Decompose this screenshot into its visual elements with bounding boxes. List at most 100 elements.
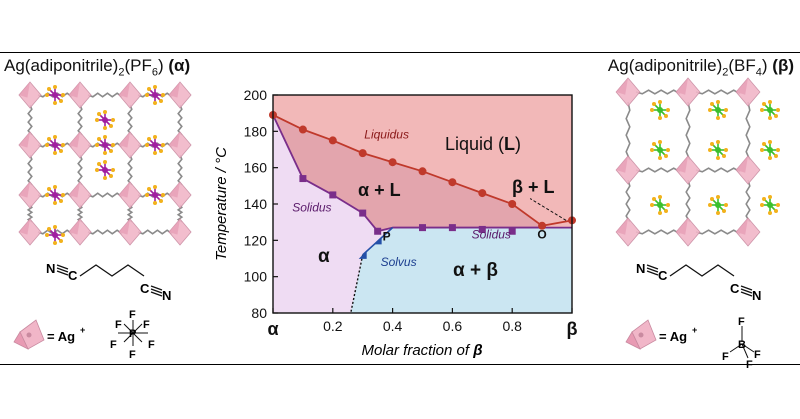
liquidus-point (328, 136, 337, 145)
solvus-point (358, 250, 367, 259)
adiponitrile-linker (126, 204, 134, 223)
adiponitrile-linker (685, 179, 691, 223)
pf6-anion-fluorine (147, 87, 151, 91)
ag-octahedron-face (616, 156, 628, 173)
bf4-anion-fluorine (652, 142, 656, 146)
x-tick-label: 0.4 (383, 318, 403, 334)
pf6-anion-fluorine (61, 193, 65, 197)
svg-text:F: F (148, 339, 155, 351)
data-markers (269, 110, 576, 259)
bf4-anion-fluorine (708, 108, 712, 112)
bf4-anion-fluorine (666, 108, 670, 112)
svg-text:+: + (80, 325, 85, 335)
bf4-anion-fluorine (716, 140, 720, 144)
bf4-anion-fluorine (724, 108, 728, 112)
pf6-anion-center (52, 232, 58, 238)
alpha-plus-beta-label: α + β (453, 260, 498, 281)
bf4-anion-fluorine (760, 148, 764, 152)
svg-text:F: F (738, 316, 745, 328)
liquidus-point (448, 178, 457, 187)
bf4-anion-fluorine (664, 114, 668, 118)
bf4-anion-fluorine (658, 116, 662, 120)
adiponitrile-linker (745, 101, 751, 161)
solidus-point (478, 225, 486, 233)
liquidus-point (388, 158, 397, 167)
pf6-anion-fluorine (97, 112, 101, 116)
alpha-plus-liquid-label: α + L (358, 180, 401, 200)
pf6-anion-fluorine (47, 187, 51, 191)
svg-text:F: F (110, 339, 117, 351)
ag-octahedron-face (68, 219, 80, 235)
ag-octahedron-face (616, 218, 628, 235)
bf4-anion-center (767, 202, 773, 208)
x-tick-label: 0.2 (323, 318, 343, 334)
adiponitrile-linker (635, 89, 681, 95)
pf6-anion-fluorine (103, 126, 107, 130)
ag-octahedron-face (616, 78, 628, 95)
pf6-anion-fluorine (47, 137, 51, 141)
pf6-anion-fluorine (61, 93, 65, 97)
pf6-anion-fluorine (95, 118, 99, 122)
bf4-anion-structure: F B F F F (722, 316, 761, 371)
pf6-anion-fluorine (47, 227, 51, 231)
pf6-anion-fluorine (111, 118, 115, 122)
adiponitrile-linker (77, 104, 83, 136)
adiponitrile-linker (76, 204, 84, 223)
x-tick-label: 0.8 (502, 318, 522, 334)
bf4-anion-fluorine (658, 100, 662, 104)
bf4-anion-fluorine (768, 140, 772, 144)
bf4-anion-fluorine (710, 102, 714, 106)
adiponitrile-linker (87, 229, 123, 235)
pf6-anion-center (152, 92, 158, 98)
bf4-anion-fluorine (768, 156, 772, 160)
bf4-anion-fluorine (710, 142, 714, 146)
ag-octahedron-face (118, 132, 130, 148)
annotation-o: O (537, 228, 546, 242)
pf6-anion-fluorine (147, 187, 151, 191)
adiponitrile-linker (745, 179, 751, 223)
bf4-anion-fluorine (708, 148, 712, 152)
adiponitrile-linker (695, 89, 741, 95)
bf4-anion-fluorine (760, 108, 764, 112)
svg-text:N: N (46, 261, 55, 276)
pf6-anion-fluorine (53, 185, 57, 189)
solidus-point (508, 227, 516, 235)
adiponitrile-molecule-left: N C C N (46, 261, 171, 303)
y-tick-label: 140 (244, 196, 268, 212)
bf4-anion-fluorine (760, 203, 764, 207)
pf6-anion-fluorine (95, 143, 99, 147)
annotation-liquidus: Liquidus (364, 128, 409, 142)
pf6-anion-fluorine (153, 135, 157, 139)
bf4-anion-fluorine (710, 197, 714, 201)
pf6-anion-fluorine (61, 143, 65, 147)
svg-text:N: N (636, 261, 645, 276)
ag-octahedron-face (168, 132, 180, 148)
solidus-point (448, 224, 456, 232)
bf4-anion-fluorine (776, 203, 780, 207)
svg-text:B: B (738, 339, 746, 351)
bf4-anion-fluorine (768, 195, 772, 199)
ag-octahedron-face (118, 82, 130, 98)
solvus-extrapolation (350, 254, 364, 314)
svg-text:+: + (692, 325, 697, 335)
adiponitrile-linker (127, 154, 133, 186)
bf4-anion-fluorine (658, 195, 662, 199)
adiponitrile-linker (635, 229, 681, 235)
adiponitrile-linker (177, 154, 183, 186)
svg-text:N: N (162, 288, 171, 303)
left-compound-title: Ag(adiponitrile)2(PF6) (α) (4, 56, 191, 79)
ag-octahedron-face (118, 219, 130, 235)
bf4-anion-center (657, 147, 663, 153)
y-tick-label: 200 (244, 87, 268, 103)
pf6-anion-fluorine (53, 241, 57, 245)
pf6-anion-fluorine (59, 99, 63, 103)
x-axis-title: Molar fraction of β (361, 342, 482, 359)
bottom-divider (0, 364, 800, 365)
pf6-anion-fluorine (53, 225, 57, 229)
bf4-anion-fluorine (664, 209, 668, 213)
pf6-anion-fluorine (109, 124, 113, 128)
adiponitrile-linker (87, 92, 123, 98)
pf6-anion-fluorine (59, 149, 63, 153)
pf6-anion-fluorine (103, 160, 107, 164)
ag-octahedron-face (676, 156, 688, 173)
